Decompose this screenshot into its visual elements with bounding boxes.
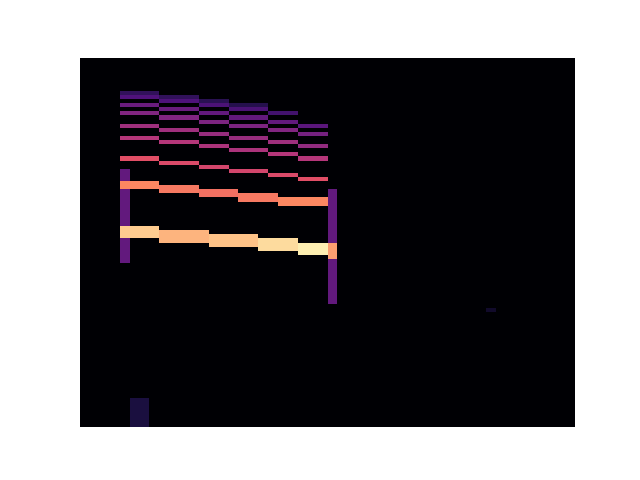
cell bbox=[120, 124, 160, 128]
cell bbox=[199, 111, 229, 115]
cell bbox=[120, 181, 160, 189]
cell bbox=[258, 238, 298, 250]
cell bbox=[159, 107, 199, 111]
cell bbox=[159, 115, 199, 119]
cell bbox=[229, 148, 269, 152]
cell bbox=[486, 308, 496, 312]
cell bbox=[120, 136, 160, 140]
cell bbox=[268, 111, 298, 115]
cell bbox=[159, 95, 199, 99]
cell bbox=[120, 156, 160, 160]
cell bbox=[229, 169, 269, 173]
cell bbox=[298, 156, 328, 160]
cell bbox=[159, 128, 199, 132]
cell bbox=[159, 230, 209, 242]
cell bbox=[229, 115, 269, 119]
cell bbox=[159, 185, 199, 193]
cell bbox=[238, 193, 278, 201]
cell bbox=[120, 91, 160, 95]
cell bbox=[159, 99, 199, 103]
cell bbox=[229, 136, 269, 140]
plot-background bbox=[80, 58, 575, 427]
cell bbox=[268, 173, 298, 177]
cell bbox=[298, 144, 328, 148]
cell bbox=[209, 234, 259, 246]
cell bbox=[229, 107, 269, 111]
cell bbox=[199, 99, 229, 103]
cell bbox=[229, 103, 269, 107]
cell bbox=[298, 177, 328, 181]
cell bbox=[199, 189, 239, 197]
cell bbox=[120, 95, 160, 99]
cell bbox=[328, 243, 338, 259]
cell bbox=[130, 398, 150, 427]
cell bbox=[120, 226, 160, 238]
cell bbox=[298, 243, 328, 255]
cell bbox=[159, 161, 199, 165]
cell bbox=[268, 140, 298, 144]
cell bbox=[278, 197, 328, 205]
cell bbox=[268, 128, 298, 132]
cell bbox=[199, 144, 229, 148]
cell bbox=[298, 124, 328, 128]
cell bbox=[199, 120, 229, 124]
cell bbox=[120, 103, 160, 107]
cell bbox=[328, 189, 338, 304]
cell bbox=[268, 152, 298, 156]
cell bbox=[268, 120, 298, 124]
cell bbox=[159, 140, 199, 144]
cell bbox=[229, 124, 269, 128]
cell bbox=[298, 132, 328, 136]
cell bbox=[199, 165, 229, 169]
chart bbox=[0, 0, 640, 480]
cell bbox=[199, 103, 229, 107]
cell bbox=[120, 111, 160, 115]
cells bbox=[120, 91, 496, 427]
cell bbox=[199, 132, 229, 136]
